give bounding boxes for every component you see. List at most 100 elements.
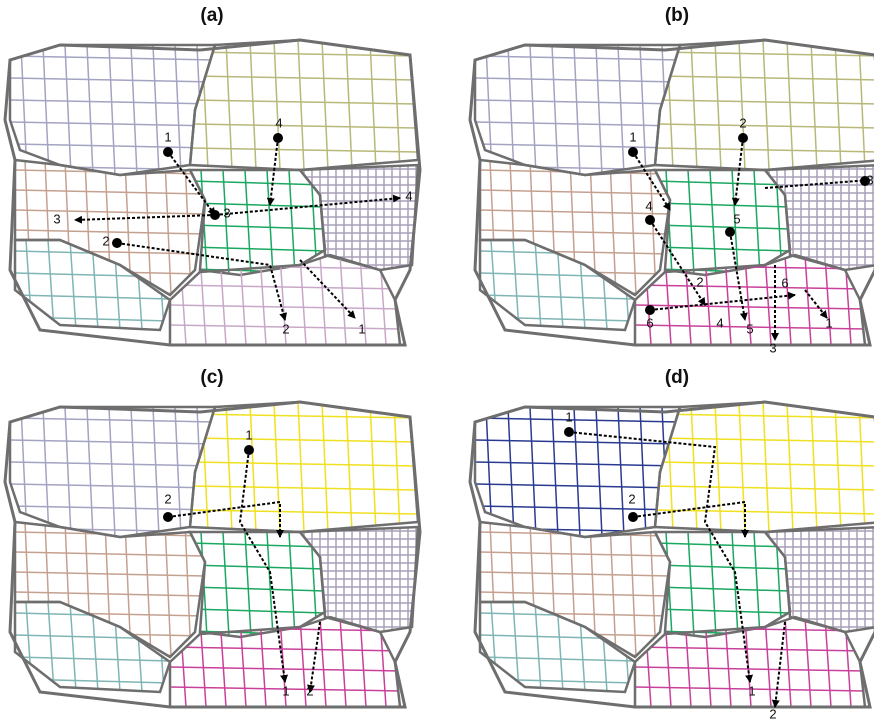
street <box>655 246 790 252</box>
street <box>152 45 160 175</box>
route <box>167 500 284 538</box>
map-outline <box>468 400 874 709</box>
street <box>834 402 842 532</box>
district-border <box>187 168 327 277</box>
street <box>152 407 160 537</box>
street <box>480 656 635 662</box>
street <box>485 407 493 537</box>
street <box>834 40 842 170</box>
street <box>480 551 670 557</box>
street <box>273 40 281 170</box>
street <box>709 170 717 275</box>
location-dot <box>645 305 655 315</box>
street <box>10 505 215 511</box>
street <box>858 402 866 532</box>
route <box>214 194 401 216</box>
street <box>551 45 559 175</box>
location-dot <box>628 512 638 522</box>
district-border <box>8 43 217 177</box>
street <box>480 571 670 577</box>
street <box>15 229 205 235</box>
street <box>738 402 746 532</box>
street <box>170 686 400 692</box>
street <box>42 45 50 175</box>
street <box>190 564 325 570</box>
street <box>724 255 732 345</box>
route <box>764 176 871 189</box>
street <box>108 45 116 175</box>
point-label: 2 <box>282 321 289 336</box>
street <box>113 602 121 692</box>
street <box>170 304 400 310</box>
route <box>266 137 279 206</box>
route <box>299 259 356 319</box>
street <box>573 407 581 537</box>
street <box>709 532 717 637</box>
street <box>108 407 116 537</box>
street <box>190 413 418 419</box>
street <box>655 461 874 467</box>
street <box>639 407 647 537</box>
district-border <box>8 405 217 539</box>
street <box>170 284 400 290</box>
point-label: 1 <box>565 409 572 424</box>
street <box>288 170 296 275</box>
location-dot <box>273 133 283 143</box>
street <box>15 656 170 662</box>
street <box>15 189 205 195</box>
street <box>655 509 874 515</box>
street <box>297 402 305 532</box>
street <box>731 532 739 637</box>
street <box>15 316 170 322</box>
point-label: 2 <box>628 491 635 506</box>
route <box>568 431 754 683</box>
street <box>47 240 55 330</box>
street <box>655 564 790 570</box>
street <box>655 608 790 614</box>
route <box>238 449 289 683</box>
street <box>319 617 327 707</box>
location-dot <box>210 210 220 220</box>
street <box>184 160 192 295</box>
street <box>644 617 652 707</box>
street <box>47 602 55 692</box>
route <box>632 500 749 538</box>
street <box>190 461 418 467</box>
street <box>534 240 542 330</box>
street <box>135 240 143 330</box>
street <box>15 551 205 557</box>
street <box>190 99 418 105</box>
street <box>639 45 647 175</box>
street <box>219 617 227 707</box>
street <box>629 522 637 657</box>
location-dot <box>645 215 655 225</box>
street <box>273 402 281 532</box>
street <box>687 532 695 637</box>
street <box>480 591 670 597</box>
street <box>475 505 680 511</box>
street <box>475 483 680 489</box>
street <box>480 634 635 640</box>
street <box>589 160 597 295</box>
street <box>321 40 329 170</box>
street <box>190 246 325 252</box>
point-label: 2 <box>306 683 313 698</box>
point-label: 5 <box>746 321 753 336</box>
point-label: 2 <box>739 115 746 130</box>
street <box>259 255 267 345</box>
street <box>617 407 625 537</box>
street <box>359 617 367 707</box>
point-label: 3 <box>769 340 776 355</box>
street <box>288 532 296 637</box>
street <box>810 40 818 170</box>
location-dot <box>564 427 574 437</box>
street <box>714 402 722 532</box>
point-label: 1 <box>358 321 365 336</box>
street <box>190 542 325 548</box>
street <box>507 407 515 537</box>
street <box>170 324 400 330</box>
street <box>786 40 794 170</box>
street <box>655 180 790 186</box>
route <box>731 137 744 206</box>
